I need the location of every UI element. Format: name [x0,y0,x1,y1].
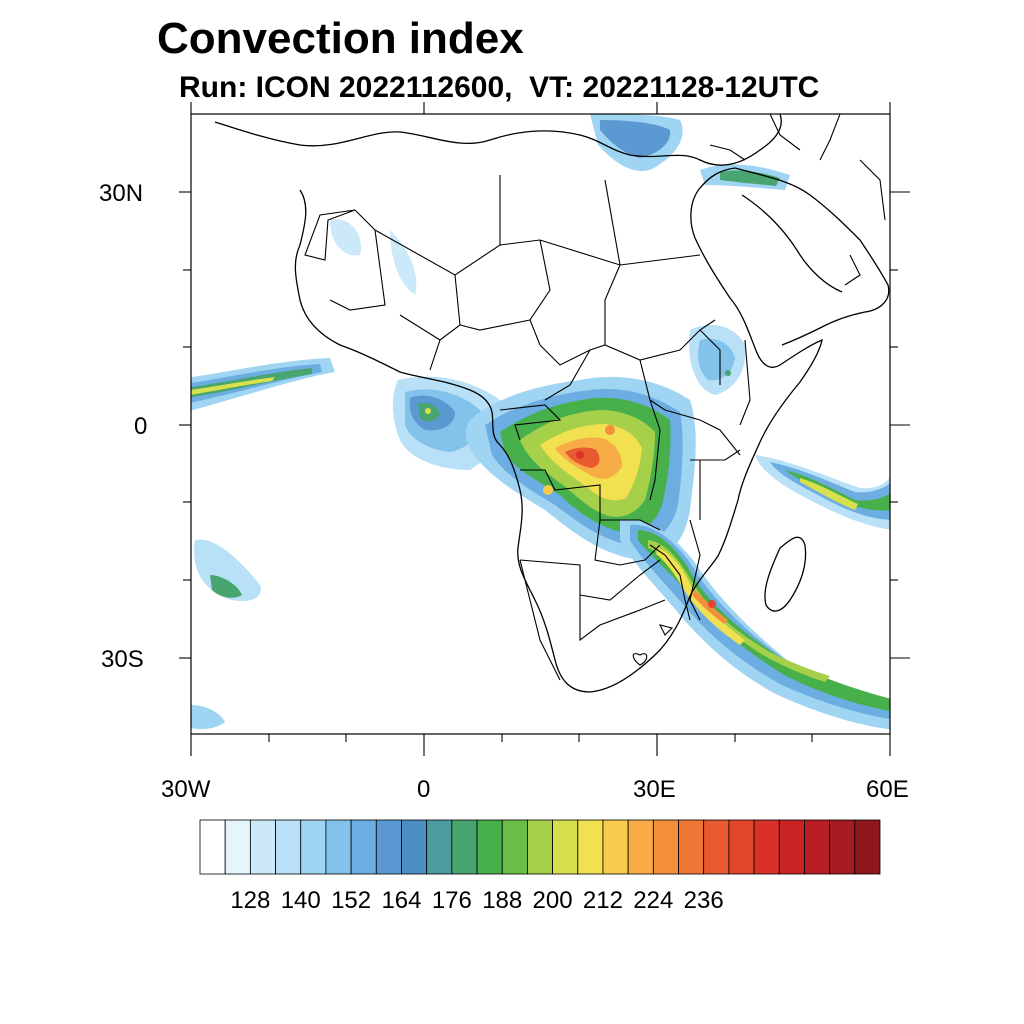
colorbar-label: 128 [230,887,271,914]
colorbar-label: 140 [280,887,321,914]
colorbar-label: 176 [431,887,472,914]
colorbar-label: 164 [381,887,422,914]
plot-frame [190,113,891,735]
lon-label-60e: 60E [866,776,909,803]
lat-label-30n: 30N [99,180,144,207]
country-borders [304,114,886,681]
field-atlantic-band [191,358,335,411]
colorbar-label: 224 [633,887,674,914]
lat-label-0: 0 [134,413,148,440]
field-indian-ocean-band [755,455,890,530]
field-south-atlantic [191,219,417,730]
colorbar-label: 236 [683,887,724,914]
lon-label-30e: 30E [633,776,676,803]
colorbar-label: 200 [532,887,573,914]
chart-subtitle: Run: ICON 2022112600, VT: 20221128-12UTC [179,71,820,104]
coastlines [214,114,890,693]
field-horn-of-africa [689,325,746,395]
convection-field [191,114,890,730]
axis-ticks [179,102,910,756]
colorbar-label: 212 [582,887,623,914]
lon-label-0: 0 [417,776,431,803]
colorbar-label: 152 [331,887,372,914]
colorbar-label: 188 [482,887,523,914]
field-congo-basin [465,376,696,560]
lon-label-30w: 30W [161,776,211,803]
chart-title: Convection index [157,14,524,63]
lat-label-30s: 30S [101,646,144,673]
